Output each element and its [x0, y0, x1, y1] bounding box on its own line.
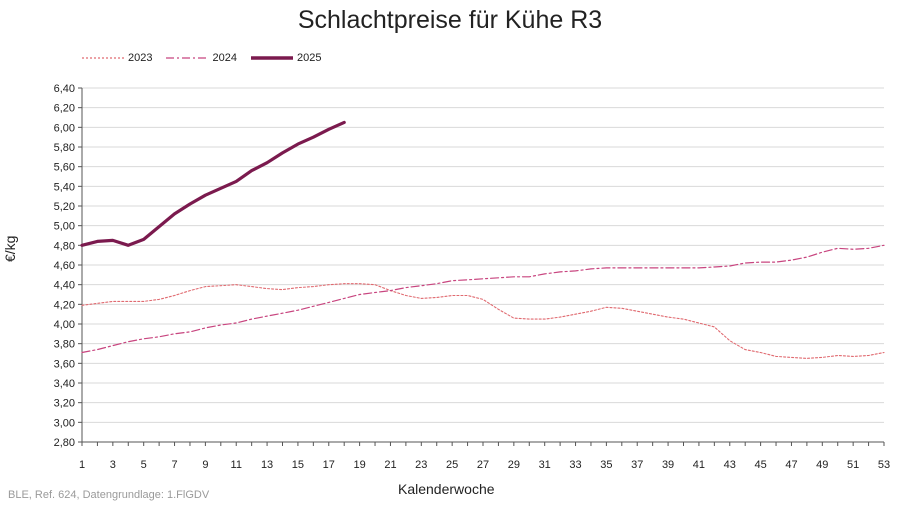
y-tick-label: 4,00: [54, 319, 75, 331]
y-tick-label: 2,80: [54, 437, 75, 449]
y-tick-label: 3,00: [54, 417, 75, 429]
x-tick-label: 31: [539, 459, 551, 471]
legend: 2023 2024 2025: [82, 52, 335, 64]
x-tick-label: 21: [384, 459, 396, 471]
chart-title: Schlachtpreise für Kühe R3: [297, 6, 603, 34]
y-tick-label: 5,80: [54, 142, 75, 154]
y-tick-label: 6,20: [54, 103, 75, 115]
x-tick-label: 25: [446, 459, 458, 471]
legend-label-2023: 2023: [128, 52, 153, 64]
x-tick-label: 53: [878, 459, 890, 471]
x-tick-label: 23: [415, 459, 427, 471]
x-tick-label: 41: [693, 459, 705, 471]
x-tick-label: 1: [79, 459, 85, 471]
legend-entry-2025: 2025: [250, 52, 322, 64]
y-tick-label: 5,60: [54, 162, 75, 174]
y-tick-label: 3,20: [54, 398, 75, 410]
series-line-2023: [81, 283, 885, 359]
legend-swatch-2025: [250, 56, 293, 60]
x-tick-label: 39: [662, 459, 674, 471]
x-tick-label: 43: [724, 459, 736, 471]
x-tick-label: 27: [477, 459, 489, 471]
x-tick-label: 29: [508, 459, 520, 471]
y-tick-label: 5,40: [54, 181, 75, 193]
legend-entry-2023: 2023: [82, 52, 152, 64]
x-tick-label: 35: [600, 459, 612, 471]
legend-entry-2024: 2024: [166, 52, 237, 64]
x-tick-label: 15: [292, 459, 304, 471]
y-tick-label: 5,20: [54, 201, 75, 213]
y-tick-label: 4,80: [54, 240, 75, 252]
y-tick-label: 5,00: [54, 221, 75, 233]
x-tick-label: 51: [847, 459, 859, 471]
y-tick-label: 6,40: [54, 83, 75, 95]
x-tick-label: 5: [141, 459, 147, 471]
x-tick-label: 13: [261, 459, 273, 471]
x-axis-label: Kalenderwoche: [398, 481, 495, 497]
y-tick-label: 3,80: [54, 339, 75, 351]
x-tick-label: 37: [631, 459, 643, 471]
y-tick-label: 4,60: [54, 260, 75, 272]
x-tick-label: 47: [785, 459, 797, 471]
y-tick-label: 3,40: [54, 378, 75, 390]
x-tick-label: 9: [202, 459, 208, 471]
x-tick-label: 19: [353, 459, 365, 471]
y-tick-label: 4,20: [54, 299, 75, 311]
legend-swatch-2023: [82, 57, 124, 59]
source-note: BLE, Ref. 624, Datengrundlage: 1.FlGDV: [8, 489, 210, 501]
x-tick-label: 17: [323, 459, 335, 471]
x-tick-label: 7: [171, 459, 177, 471]
legend-swatch-2024: [166, 57, 209, 59]
y-tick-label: 4,40: [54, 280, 75, 292]
y-tick-label: 3,60: [54, 358, 75, 370]
x-tick-label: 3: [110, 459, 116, 471]
legend-label-2024: 2024: [212, 52, 237, 64]
y-axis-label: €/kg: [2, 235, 18, 262]
series-line-2024: [81, 244, 885, 354]
y-tick-label: 6,00: [54, 122, 75, 134]
series-line-2025: [80, 120, 346, 247]
legend-label-2025: 2025: [296, 52, 322, 64]
x-tick-label: 49: [816, 459, 828, 471]
x-tick-label: 45: [754, 459, 766, 471]
x-tick-label: 33: [569, 459, 581, 471]
x-tick-label: 11: [231, 459, 242, 471]
